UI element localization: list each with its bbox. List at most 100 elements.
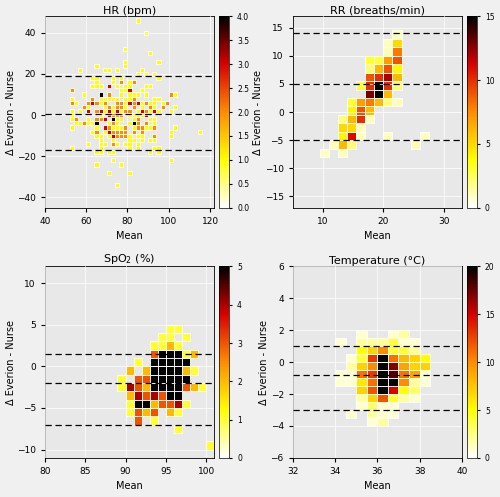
Bar (111, 113, 115, 117)
Bar (111, 121, 115, 125)
Bar (409, 386, 420, 394)
Bar (374, 89, 384, 98)
Bar (367, 362, 378, 370)
Bar (126, 366, 134, 375)
Bar (166, 341, 174, 350)
Bar (82, 121, 86, 125)
Bar (346, 370, 356, 378)
Bar (111, 159, 115, 163)
Bar (142, 375, 150, 383)
Bar (206, 441, 214, 450)
Bar (115, 121, 119, 125)
Bar (94, 150, 98, 154)
Bar (136, 134, 140, 138)
Bar (115, 125, 119, 130)
Bar (115, 183, 119, 187)
Bar (148, 105, 152, 109)
Bar (367, 338, 378, 346)
Bar (378, 378, 388, 386)
Bar (111, 109, 115, 113)
Bar (367, 418, 378, 426)
Bar (182, 366, 190, 375)
Bar (144, 121, 148, 125)
Bar (128, 138, 132, 142)
Bar (134, 375, 141, 383)
Bar (98, 96, 102, 101)
Bar (134, 416, 141, 424)
Bar (398, 370, 409, 378)
Bar (166, 366, 174, 375)
Title: SpO$_2$ (%): SpO$_2$ (%) (104, 252, 156, 266)
Bar (190, 366, 198, 375)
Bar (115, 84, 119, 88)
Bar (94, 117, 98, 121)
Bar (156, 76, 160, 80)
Bar (132, 105, 136, 109)
Bar (124, 142, 128, 146)
Bar (164, 101, 169, 105)
Bar (111, 150, 115, 154)
Bar (156, 96, 160, 101)
Bar (102, 105, 107, 109)
Bar (378, 346, 388, 354)
Bar (132, 138, 136, 142)
Bar (140, 130, 144, 134)
Bar (98, 92, 102, 96)
Bar (388, 378, 398, 386)
Bar (398, 330, 409, 338)
Bar (420, 354, 430, 362)
Bar (169, 159, 173, 163)
Bar (140, 101, 144, 105)
Bar (124, 101, 128, 105)
Bar (124, 130, 128, 134)
Bar (102, 125, 107, 130)
Bar (107, 170, 111, 175)
Bar (338, 149, 347, 157)
Bar (119, 80, 124, 84)
Bar (148, 117, 152, 121)
Bar (152, 134, 156, 138)
Bar (134, 383, 141, 391)
Bar (119, 117, 124, 121)
Bar (388, 402, 398, 410)
Bar (158, 333, 166, 341)
Bar (392, 73, 402, 81)
Bar (70, 117, 74, 121)
Bar (384, 98, 392, 106)
Bar (78, 121, 82, 125)
Bar (144, 31, 148, 35)
Bar (378, 370, 388, 378)
Bar (90, 76, 94, 80)
Bar (107, 113, 111, 117)
Bar (156, 109, 160, 113)
Bar (150, 366, 158, 375)
Bar (347, 140, 356, 149)
Y-axis label: Δ Everion - Nurse: Δ Everion - Nurse (254, 70, 264, 155)
Bar (398, 354, 409, 362)
Bar (118, 375, 126, 383)
Bar (140, 138, 144, 142)
Bar (420, 378, 430, 386)
Bar (136, 92, 140, 96)
Bar (166, 375, 174, 383)
Bar (166, 350, 174, 358)
Bar (152, 125, 156, 130)
Bar (150, 400, 158, 408)
Bar (378, 362, 388, 370)
Bar (420, 362, 430, 370)
Bar (111, 117, 115, 121)
Bar (124, 60, 128, 64)
Bar (158, 366, 166, 375)
Bar (70, 88, 74, 92)
Bar (128, 88, 132, 92)
X-axis label: Mean: Mean (116, 231, 143, 242)
Bar (148, 125, 152, 130)
Bar (136, 146, 140, 150)
Bar (378, 402, 388, 410)
Bar (102, 109, 107, 113)
Bar (136, 142, 140, 146)
Bar (388, 370, 398, 378)
Bar (182, 383, 190, 391)
Bar (174, 366, 182, 375)
Bar (118, 383, 126, 391)
